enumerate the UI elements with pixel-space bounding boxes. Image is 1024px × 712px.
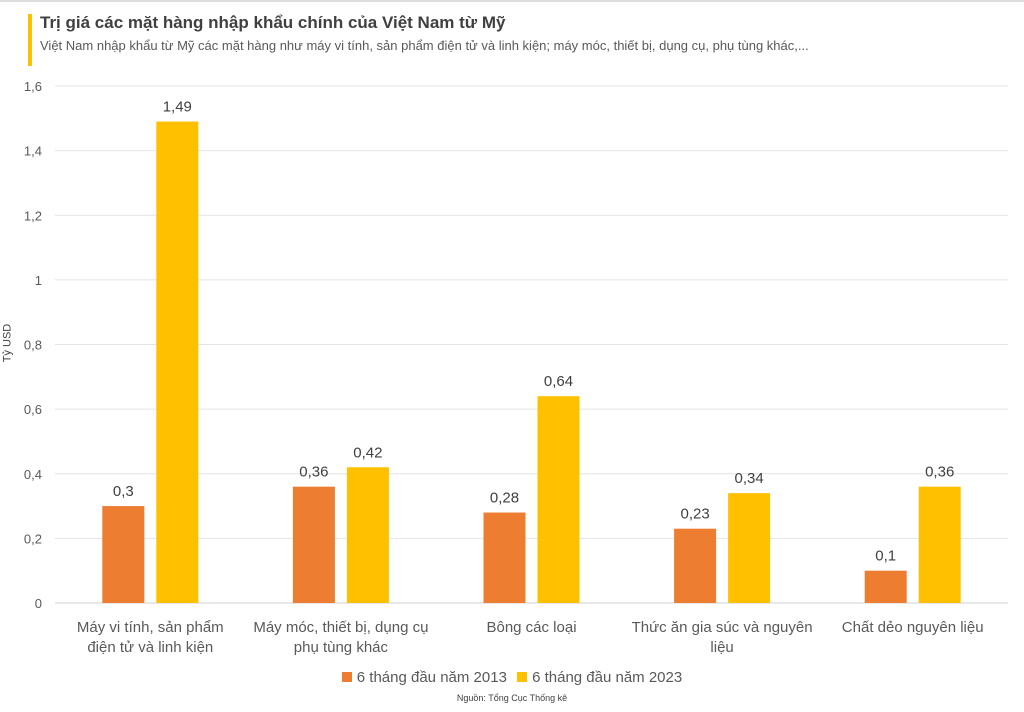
chart-subtitle: Việt Nam nhập khẩu từ Mỹ các mặt hàng nh… <box>40 38 809 53</box>
legend-label: 6 tháng đầu năm 2023 <box>532 669 683 686</box>
data-label: 0,1 <box>875 548 896 565</box>
x-tick-label: Máy vi tính, sản phẩm <box>77 619 224 636</box>
x-tick-label: Thức ăn gia súc và nguyên <box>632 619 813 636</box>
legend-swatch <box>517 672 528 682</box>
data-label: 0,36 <box>925 464 954 481</box>
y-tick-label: 1,6 <box>24 79 42 94</box>
y-tick-label: 0,8 <box>24 338 42 353</box>
x-tick-label: Máy móc, thiết bị, dụng cụ <box>253 619 428 636</box>
data-label: 0,28 <box>490 490 519 507</box>
y-tick-label: 0,6 <box>24 402 42 417</box>
x-tick-label: điện tử và linh kiện <box>87 639 213 656</box>
y-tick-label: 0,2 <box>24 531 42 546</box>
y-tick-label: 0,4 <box>24 467 42 482</box>
data-label: 0,34 <box>734 470 763 487</box>
bar <box>728 493 771 603</box>
x-tick-label: Bông các loại <box>486 619 576 636</box>
title-accent-bar <box>28 14 32 66</box>
data-label: 0,3 <box>113 483 134 500</box>
bar <box>918 486 961 603</box>
bar <box>346 467 389 603</box>
data-label: 0,36 <box>299 464 328 481</box>
y-tick-label: 1 <box>35 273 42 288</box>
bar <box>674 528 717 603</box>
data-label: 0,64 <box>544 373 573 390</box>
x-tick-label: liệu <box>710 639 733 656</box>
legend-label: 6 tháng đầu năm 2013 <box>356 669 507 686</box>
bar <box>156 121 199 603</box>
y-tick-label: 0 <box>35 596 42 611</box>
legend-item-2013: 6 tháng đầu năm 2013 <box>341 669 507 686</box>
bar <box>864 570 907 603</box>
bar <box>102 506 145 603</box>
source-note: Nguồn: Tổng Cục Thống kê <box>456 693 568 703</box>
legend-item-2023: 6 tháng đầu năm 2023 <box>517 669 682 686</box>
data-label: 0,42 <box>353 444 382 461</box>
legend: 6 tháng đầu năm 2013 6 tháng đầu năm 202… <box>0 669 1024 686</box>
legend-swatch <box>341 672 352 682</box>
bar <box>292 486 335 603</box>
x-tick-label: Chất dẻo nguyên liệu <box>842 619 984 636</box>
y-tick-label: 1,4 <box>24 144 42 159</box>
bar <box>483 512 526 603</box>
data-label: 1,49 <box>163 99 192 116</box>
y-tick-label: 1,2 <box>24 208 42 223</box>
data-label: 0,23 <box>680 506 709 523</box>
bar <box>537 396 580 603</box>
chart-title: Trị giá các mặt hàng nhập khẩu chính của… <box>40 13 506 32</box>
x-tick-label: phụ tùng khác <box>294 639 389 656</box>
